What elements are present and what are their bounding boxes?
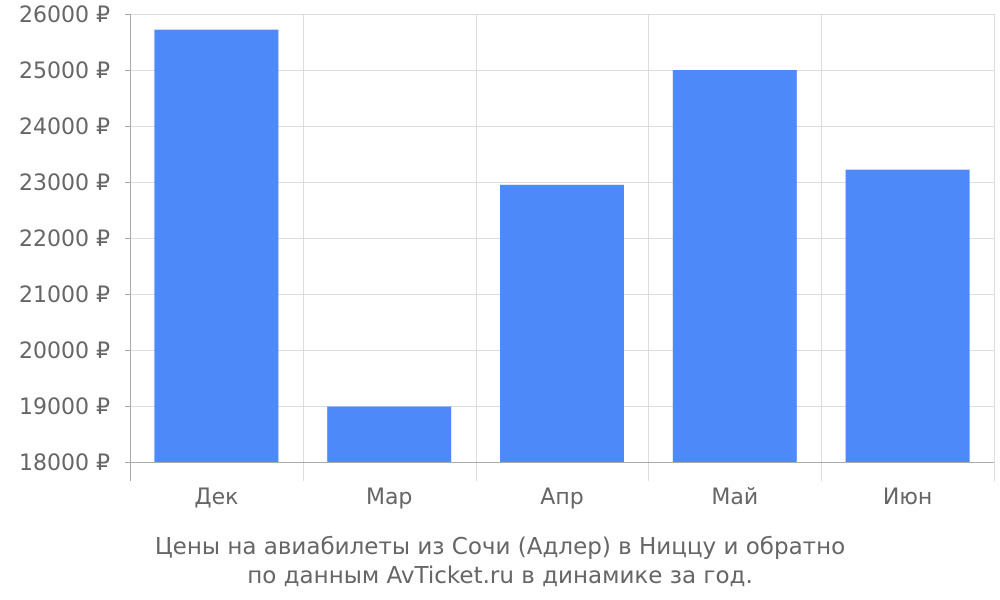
- x-tick-label: Июн: [883, 485, 932, 510]
- y-tick-label: 25000 ₽: [19, 59, 110, 84]
- bar-Дек: [154, 29, 279, 463]
- bar-Май: [672, 70, 797, 462]
- x-tick-label: Дек: [194, 485, 238, 510]
- y-tick-label: 21000 ₽: [19, 283, 110, 308]
- y-tick-label: 18000 ₽: [19, 451, 110, 476]
- bar-chart-svg: 18000 ₽ 19000 ₽ 20000 ₽ 21000 ₽ 22000 ₽ 23000…: [19, 3, 995, 510]
- y-tick-label: 20000 ₽: [19, 339, 110, 364]
- y-tick-label: 22000 ₽: [19, 227, 110, 252]
- y-tick-label: 19000 ₽: [19, 395, 110, 420]
- x-tick-label: Май: [711, 485, 758, 510]
- y-tick-label: 24000 ₽: [19, 115, 110, 140]
- y-tick-label: 23000 ₽: [19, 171, 110, 196]
- chart-caption-line-2: по данным AvTicket.ru в динамике за год.: [247, 563, 753, 589]
- chart-caption-line-1: Цены на авиабилеты из Сочи (Адлер) в Ниц…: [154, 534, 846, 560]
- bar-Июн: [845, 169, 970, 462]
- bar-Мар: [327, 406, 452, 462]
- x-tick-label: Мар: [366, 485, 412, 510]
- x-tick-label: Апр: [540, 485, 583, 510]
- bar-Апр: [500, 184, 624, 463]
- y-tick-label: 26000 ₽: [19, 3, 110, 28]
